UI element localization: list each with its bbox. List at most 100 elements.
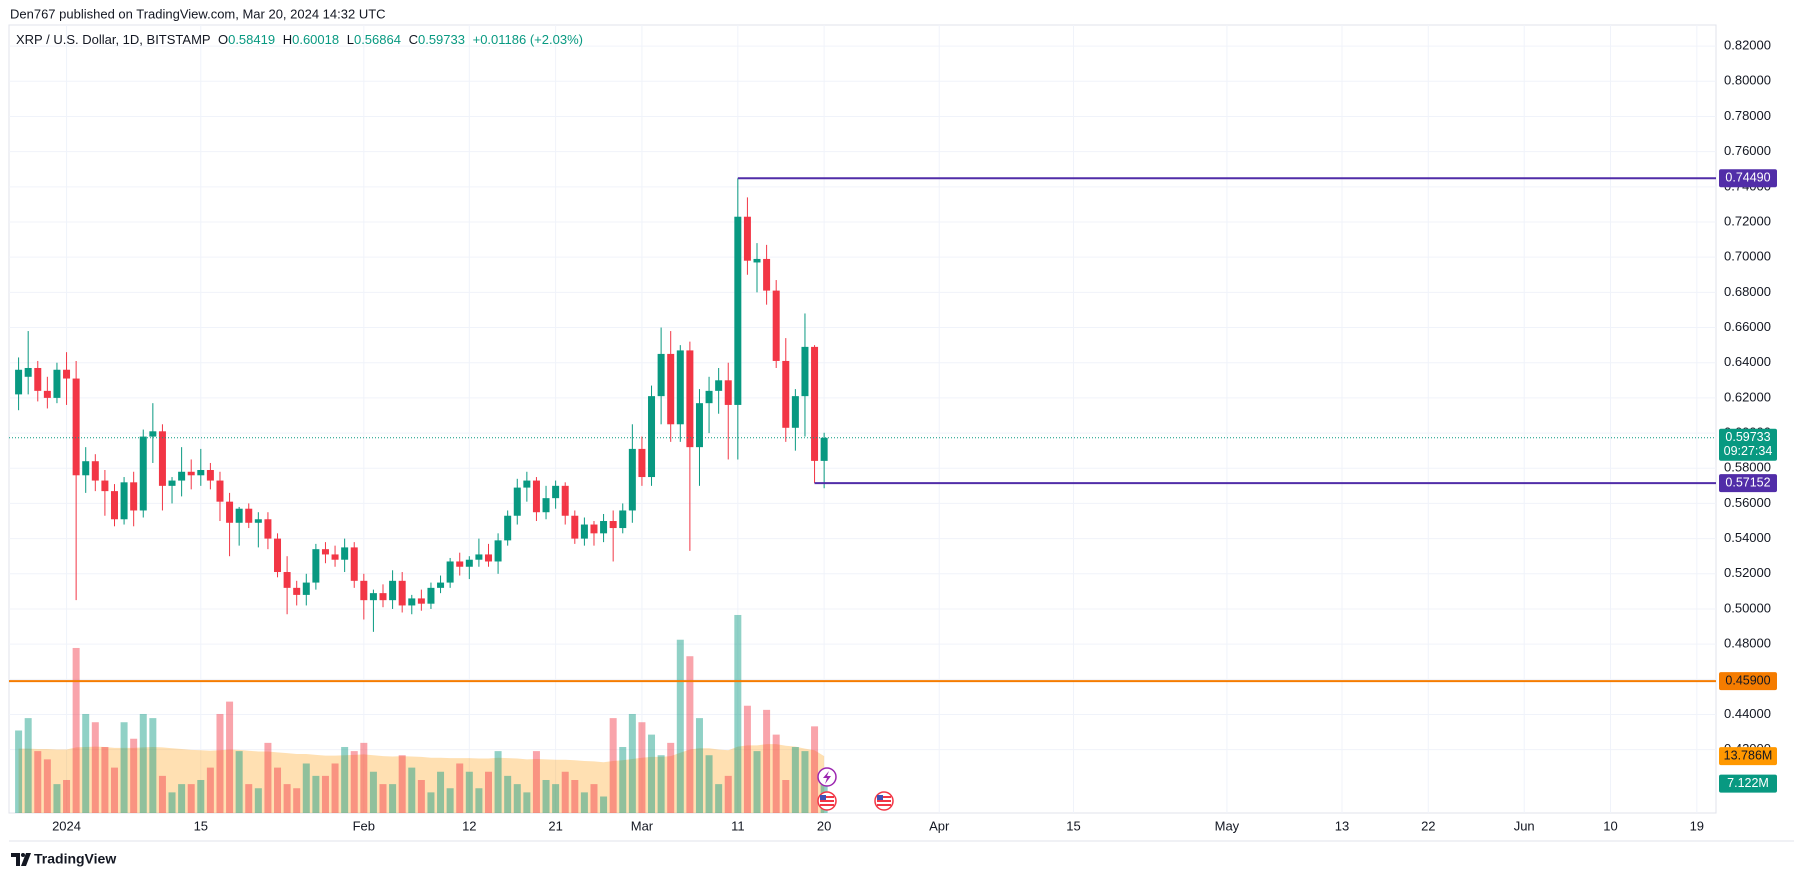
level-label: 0.57152 [1725,475,1770,489]
candle-body [657,353,665,397]
candle-body [446,561,454,583]
volume-bar [187,784,195,813]
y-tick-label: 0.58000 [1724,460,1771,475]
candle-body [245,508,253,523]
x-tick-label: 15 [1066,818,1080,833]
candle-body [341,547,349,560]
candle-body [226,501,234,523]
candle-body [686,350,694,448]
candle-body [82,461,90,476]
candle-body [63,369,71,379]
candle-body [456,561,464,567]
candle-body [379,593,387,601]
ohlc-key: C [409,32,418,47]
volume-bar [178,784,186,813]
ohlc-value: 0.58419 [228,32,275,47]
volume-bar [235,751,243,813]
volume-bar [743,705,751,813]
footer-logo[interactable]: TradingView [11,851,116,867]
flag-stripe [820,800,834,802]
candle-body [43,390,51,398]
change: +0.01186 (+2.03%) [473,32,583,47]
candle-body [523,480,531,488]
y-tick-label: 0.70000 [1724,249,1771,264]
volume-bar [82,713,90,813]
volume-bar [763,709,771,813]
y-tick-label: 0.78000 [1724,108,1771,123]
logo-part [21,853,31,866]
candle-body [72,378,80,476]
volume-bar [801,751,809,813]
volume-bar [427,792,435,813]
volume-bar [619,746,627,813]
volume-bar [465,771,473,813]
volume-bar [130,738,138,813]
candle-body [197,470,205,476]
flag-stripe [820,804,834,806]
candle-body [715,380,723,391]
y-tick-label: 0.48000 [1724,636,1771,651]
volume-bar [216,713,224,813]
volume-bar [552,784,560,813]
volume-bar [580,792,588,813]
y-tick-label: 0.68000 [1724,284,1771,299]
flag-stripe [877,796,891,798]
volume-bar [369,771,377,813]
volume-bar [34,751,42,813]
volume-bar [53,784,61,813]
x-tick-label: 13 [1335,818,1349,833]
volume-bar [43,759,51,813]
volume-bar [293,788,301,813]
candle-body [609,521,617,529]
flag-stripe [877,800,891,802]
event-icon[interactable] [874,791,894,811]
volume-bar [331,763,339,813]
event-icon[interactable] [817,791,837,811]
volume-bar [245,784,253,813]
candle-body [820,437,828,461]
pane-border [8,24,1717,814]
candle-body [312,549,320,583]
candle-body [437,582,445,588]
candle-body [101,480,109,492]
volume-bar [791,746,799,813]
x-tick-label: May [1215,818,1240,833]
grid-layer [9,25,1716,813]
volume-bar [782,779,790,813]
candle-body [638,448,646,478]
candle-body [350,547,358,581]
volume-bar [494,751,502,813]
candle-body [417,598,425,604]
candle-body [791,396,799,428]
level-label: 0.74490 [1725,170,1770,184]
legend: XRP / U.S. Dollar, 1D, BITSTAMP O0.58419… [16,32,583,47]
volume-ma-area [18,744,825,813]
volume-bar [149,718,157,813]
current-price-box [1719,428,1777,461]
event-icons [817,767,894,811]
volume-bar [532,751,540,813]
y-tick-label: 0.64000 [1724,354,1771,369]
candle-body [283,572,291,588]
candle-body [360,580,368,601]
candle-body [542,498,550,513]
volume-bar [638,722,646,813]
candle-body [293,587,301,595]
logo-part [11,853,20,866]
candle-body [120,482,128,520]
candle-body [667,353,675,425]
candle-body [321,549,329,555]
candle-body [753,258,761,263]
volume-bar [101,746,109,813]
volume-bar [24,718,32,813]
volume-bar [91,722,99,813]
logo-part [21,853,25,857]
y-tick-label: 0.56000 [1724,495,1771,510]
candle-body [475,554,483,560]
candle-body [676,350,684,425]
volume-bar [197,779,205,813]
y-tick-label: 0.54000 [1724,530,1771,545]
flag-canton [877,795,883,800]
candle-body [705,390,713,404]
